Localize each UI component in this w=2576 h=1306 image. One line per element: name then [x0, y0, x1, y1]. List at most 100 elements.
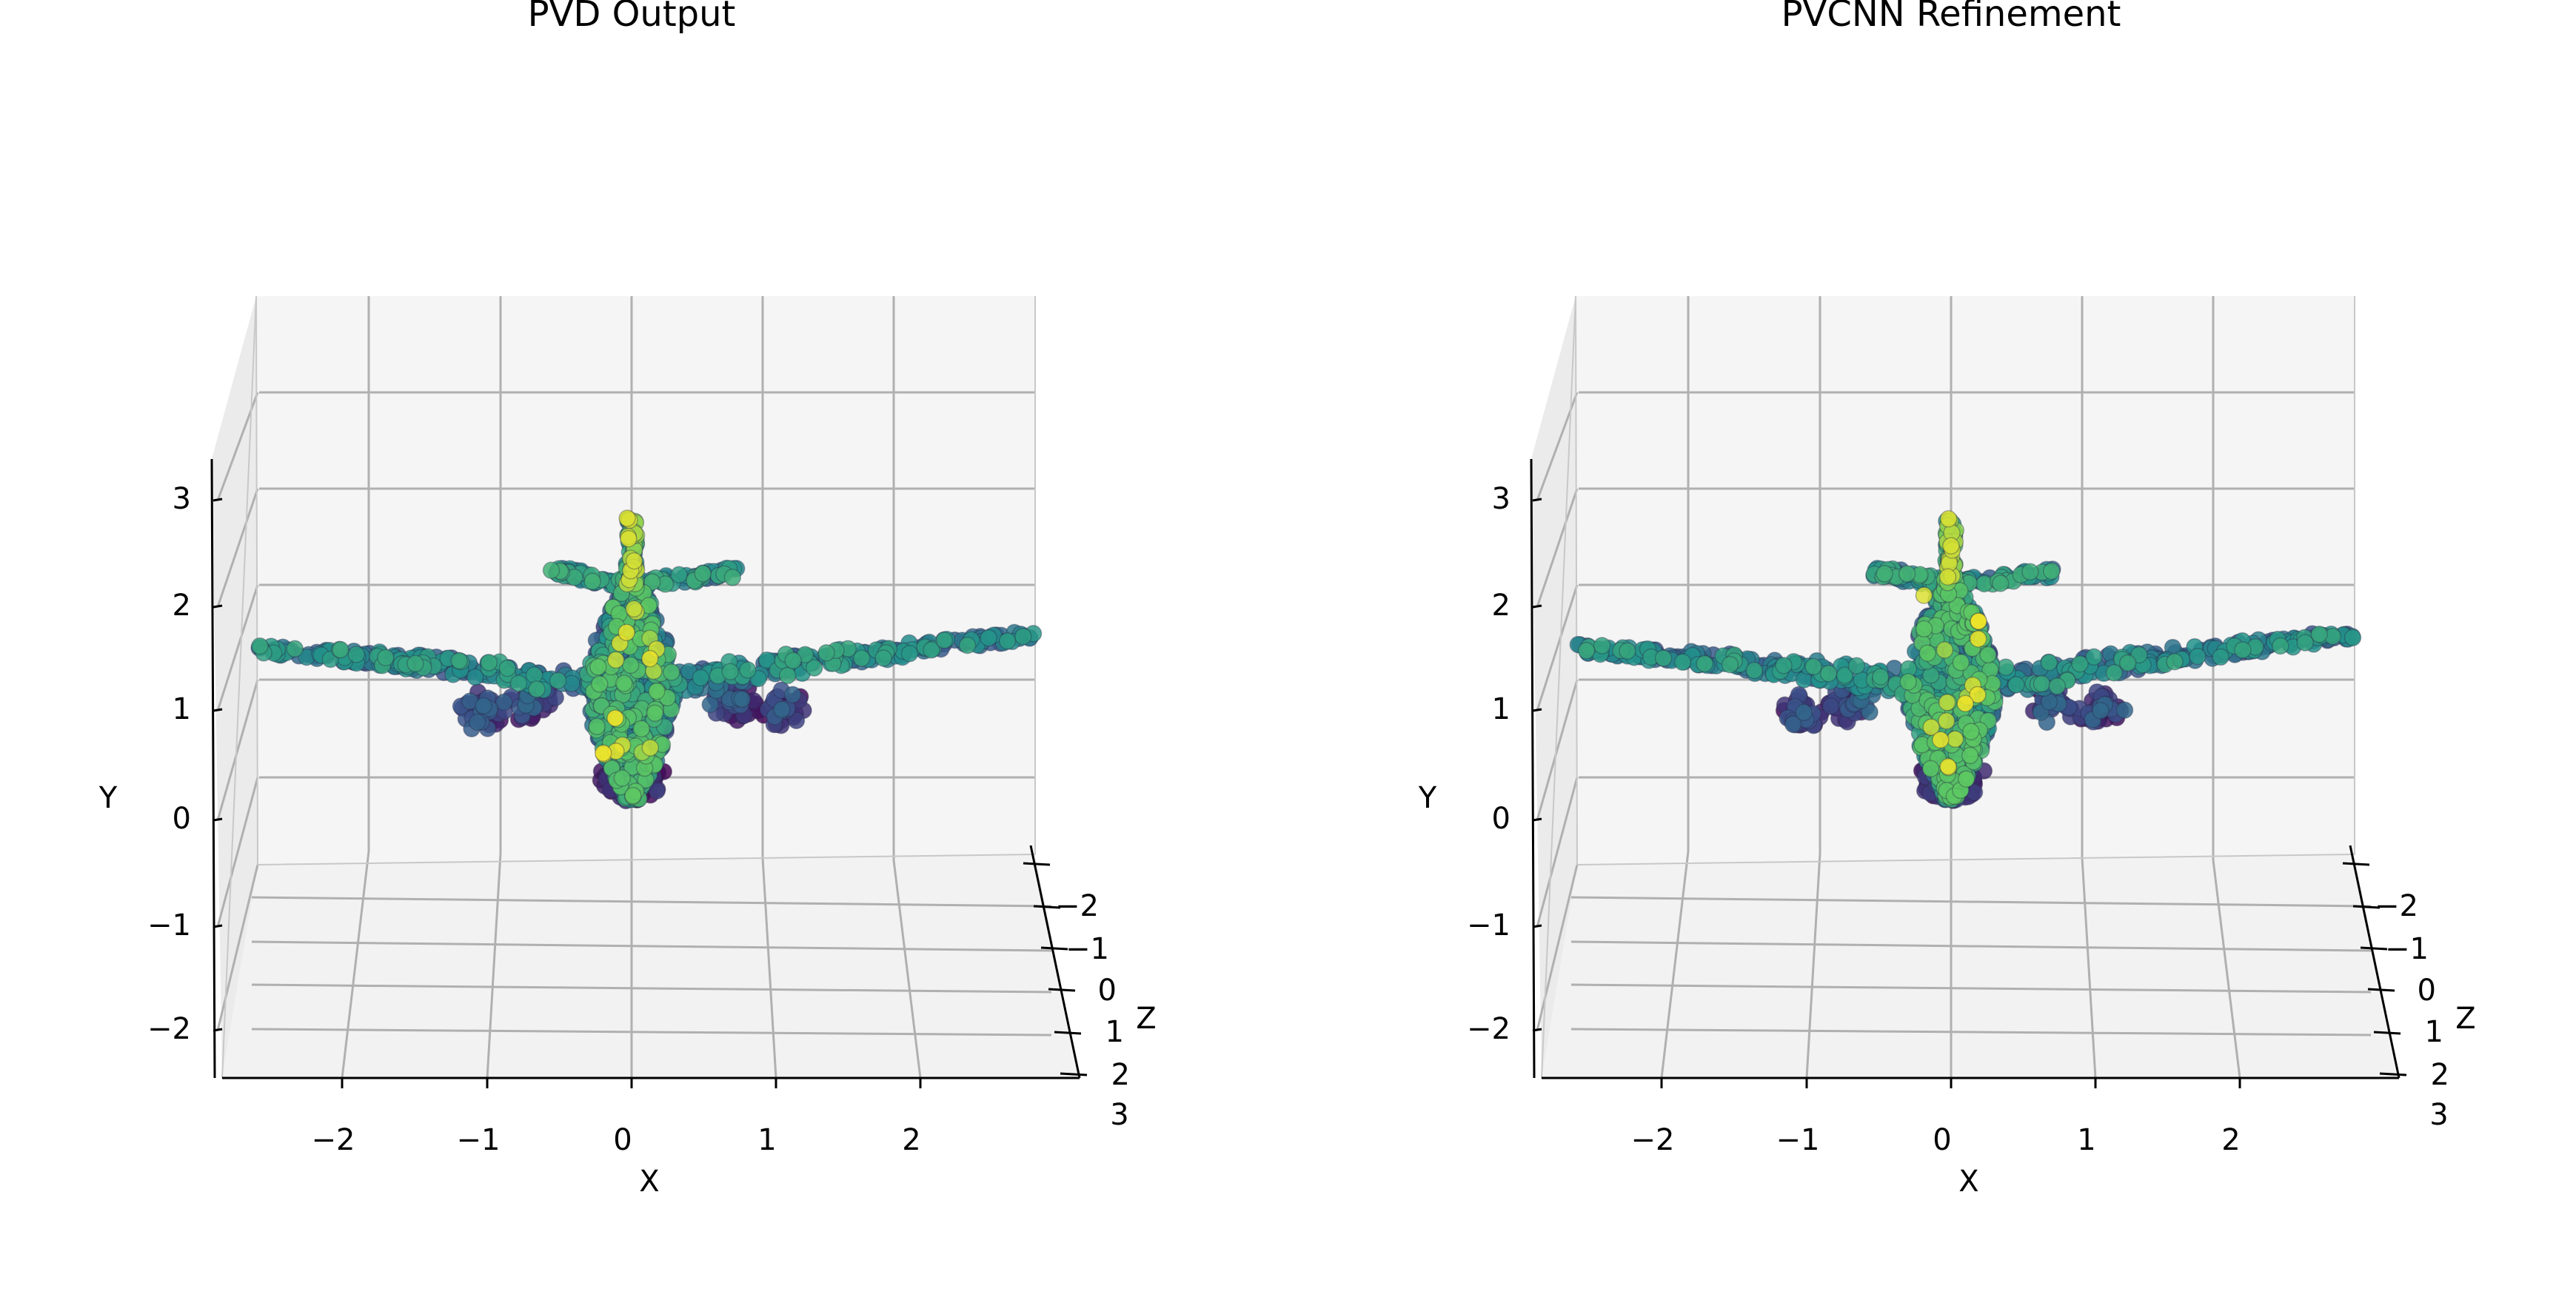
x-tick-label: 0: [613, 1123, 632, 1157]
scatter-point: [251, 637, 269, 655]
y-tick: [213, 1028, 223, 1032]
scatter-point: [1969, 686, 1987, 704]
scatter-point: [1915, 586, 1933, 604]
scatter-point: [1577, 642, 1596, 660]
z-axis-line: [2349, 845, 2401, 1079]
scatter-point: [1918, 644, 1936, 662]
scatter-point: [2021, 563, 2039, 581]
scatter-point: [1946, 730, 1964, 749]
y-axis-label: Y: [98, 781, 118, 815]
y-tick-label: −1: [147, 908, 191, 942]
scatter-point: [2272, 637, 2289, 655]
scatter-point: [606, 709, 624, 727]
scatter-point: [2166, 652, 2184, 671]
scatter-point: [1939, 757, 1957, 776]
scatter-point: [1938, 568, 1957, 586]
y-tick-label: 0: [1492, 802, 1511, 836]
scatter-point: [1819, 664, 1838, 683]
scatter-point: [2033, 674, 2051, 693]
scatter-point: [624, 786, 642, 805]
scatter-point: [1997, 658, 2015, 676]
scatter-point: [1956, 694, 1974, 712]
scatter-point: [2115, 701, 2134, 719]
scatter-point: [542, 561, 561, 580]
scatter-point: [621, 656, 640, 674]
scatter-point: [2042, 562, 2061, 580]
scatter-point: [2085, 648, 2103, 666]
scatter-point: [787, 711, 806, 729]
scatter-point: [620, 529, 638, 548]
x-tick-label: −1: [457, 1123, 501, 1157]
scatter-point: [1979, 646, 1997, 664]
scatter-point: [1836, 666, 1854, 684]
scatter-point: [692, 669, 710, 687]
scatter-point: [1847, 657, 1866, 674]
scatter-point: [2105, 663, 2124, 682]
scatter-point: [805, 659, 823, 677]
scatter-point: [1804, 657, 1822, 676]
z-tick-label: −1: [1065, 932, 1109, 966]
scatter-point: [2071, 654, 2089, 673]
x-tick-label: 2: [2221, 1123, 2240, 1157]
y-tick-label: −2: [147, 1012, 191, 1046]
scatter-point: [694, 565, 712, 583]
y-tick: [1532, 708, 1542, 712]
scatter-point: [583, 572, 601, 590]
z-tick-label: 0: [1098, 974, 1117, 1008]
scatter-point: [646, 704, 664, 723]
scatter-point: [1876, 565, 1893, 583]
y-tick: [213, 708, 223, 712]
scatter-point: [663, 663, 680, 681]
subplot-1: PVD Output −2 −1 0 1 2 X −2 −1 0 1 2 3 Y −2 −1 0 1 2 3 Z: [98, 0, 1157, 1199]
scatter-point: [2007, 676, 2025, 694]
scatter-point: [589, 658, 607, 676]
scatter-point: [739, 661, 757, 679]
y-tick-labels: −2 −1 0 1 2 3: [1467, 482, 1542, 1046]
z-tick-labels: −2 −1 0 1 2 3: [1023, 862, 1130, 1132]
pane-edge: [221, 295, 257, 1079]
y-tick: [1532, 604, 1542, 609]
left-pane: [1531, 296, 1577, 1078]
scatter-point: [2092, 702, 2110, 720]
x-tick-label: 1: [757, 1123, 776, 1157]
scatter-point: [475, 697, 492, 714]
z-tick-label: −2: [2375, 889, 2418, 923]
scatter-point: [509, 674, 528, 692]
pane-edge: [1541, 295, 1576, 1079]
z-tick-labels: −2 −1 0 1 2 3: [2342, 862, 2449, 1132]
scatter-point: [1861, 703, 1879, 721]
scatter-point: [1939, 510, 1958, 528]
scatter-point: [1938, 712, 1956, 730]
scatter-point: [2040, 654, 2058, 672]
scatter-point: [817, 644, 835, 662]
y-tick-label: 3: [173, 482, 191, 516]
y-tick-labels: −2 −1 0 1 2 3: [147, 482, 223, 1046]
scatter-point: [935, 631, 954, 649]
scatter-point: [1593, 637, 1611, 654]
y-axis-line: [1530, 458, 1536, 1079]
scatter-point: [2130, 646, 2148, 664]
scatter-point: [701, 695, 719, 714]
scatter-point: [618, 623, 635, 642]
x-tick-labels: −2 −1 0 1 2: [1631, 1078, 2241, 1157]
scatter-point: [606, 651, 625, 669]
scatter-point: [923, 641, 940, 659]
scatter-point: [874, 649, 892, 667]
y-tick: [213, 604, 223, 609]
scatter-point: [2296, 634, 2314, 652]
scatter-point: [1654, 649, 1673, 667]
z-tick-label: −2: [1055, 889, 1099, 923]
scatter-point: [2118, 654, 2137, 672]
scatter-point: [377, 649, 395, 666]
scatter-point: [641, 739, 659, 757]
scatter-point: [778, 666, 797, 685]
scatter-point: [591, 675, 609, 693]
y-tick-label: 0: [173, 802, 191, 836]
z-tick: [1033, 905, 1061, 909]
pane-edge: [255, 295, 1036, 866]
scatter-point: [852, 649, 871, 667]
scatter-point: [1932, 731, 1950, 749]
y-axis-line: [210, 458, 216, 1079]
scatter-point: [332, 640, 349, 659]
scatter-point: [407, 654, 424, 673]
